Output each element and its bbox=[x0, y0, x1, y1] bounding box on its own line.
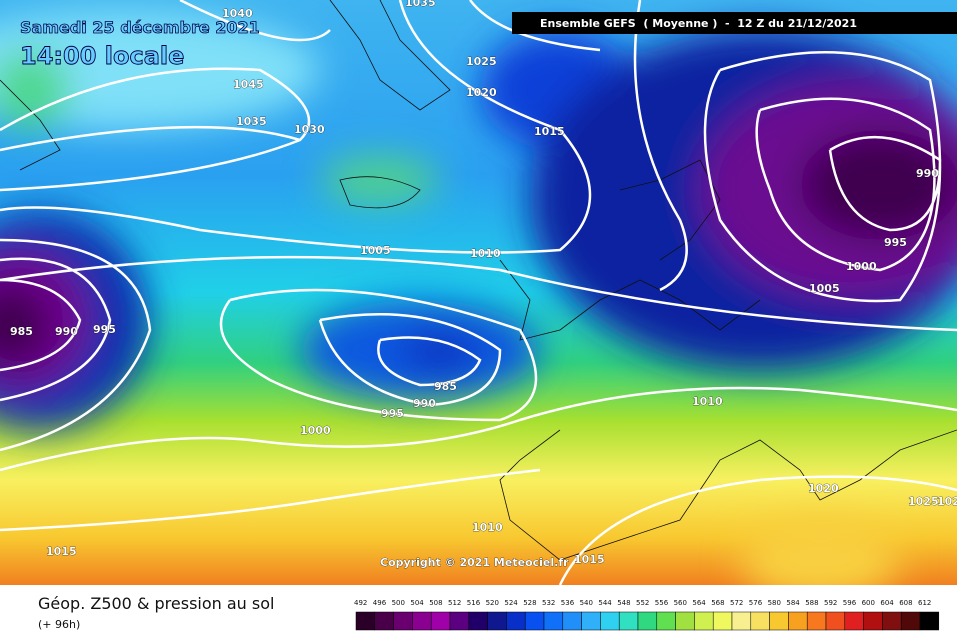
scale-label: 504 bbox=[410, 599, 424, 607]
scale-swatch bbox=[844, 611, 864, 631]
isobar-label: 1010 bbox=[472, 521, 503, 534]
scale-label: 500 bbox=[392, 599, 405, 607]
isobar-label: 995 bbox=[381, 407, 404, 420]
isobar-label: 990 bbox=[55, 325, 78, 338]
scale-label: 516 bbox=[467, 599, 481, 607]
isobar-label: 1025 bbox=[908, 495, 939, 508]
scale-label: 588 bbox=[805, 599, 818, 607]
scale-swatch bbox=[543, 611, 564, 631]
isobar-label: 1045 bbox=[233, 78, 264, 91]
scale-swatch bbox=[750, 611, 770, 631]
scale-swatch bbox=[449, 611, 470, 631]
scale-swatch bbox=[487, 611, 507, 631]
isobar-label: 990 bbox=[413, 397, 436, 410]
scale-swatch bbox=[769, 611, 789, 631]
scale-swatch bbox=[919, 611, 940, 631]
map: 1035 1040 1045 1035 1030 1025 1020 1015 990 995 10… bbox=[0, 0, 957, 585]
scale-label: 596 bbox=[843, 599, 857, 607]
scale-label: 512 bbox=[448, 599, 461, 607]
scale-swatch bbox=[882, 611, 902, 631]
scale-label: 600 bbox=[862, 599, 875, 607]
scale-label: 572 bbox=[730, 599, 743, 607]
scale-swatch bbox=[524, 611, 545, 631]
scale-label: 612 bbox=[918, 599, 931, 607]
isobar-label: 1015 bbox=[574, 553, 605, 566]
isobar-label: 985 bbox=[434, 380, 457, 393]
scale-label: 520 bbox=[486, 599, 499, 607]
isobar-label: 995 bbox=[93, 323, 116, 336]
scale-swatch bbox=[900, 611, 921, 631]
scale-label: 568 bbox=[711, 599, 724, 607]
scale-swatch bbox=[656, 611, 676, 631]
legend-subtitle: (+ 96h) bbox=[38, 618, 80, 631]
scale-label: 536 bbox=[561, 599, 575, 607]
isobar-label: 1035 bbox=[405, 0, 436, 9]
scale-label: 576 bbox=[749, 599, 763, 607]
scale-swatch bbox=[581, 611, 601, 631]
scale-label: 592 bbox=[824, 599, 837, 607]
copyright: Copyright © 2021 Meteociel.fr bbox=[380, 556, 569, 569]
scale-label: 532 bbox=[542, 599, 555, 607]
legend-title: Géop. Z500 & pression au sol bbox=[38, 594, 274, 613]
scale-swatch bbox=[694, 611, 714, 631]
isobar-label: 1025 bbox=[466, 55, 497, 68]
scale-label: 604 bbox=[880, 599, 894, 607]
scale-swatch bbox=[825, 611, 846, 631]
isobar-label: 1020 bbox=[466, 86, 497, 99]
scale-swatch bbox=[562, 611, 582, 631]
scale-swatch bbox=[430, 611, 451, 631]
run-banner bbox=[512, 12, 957, 34]
scale-label: 508 bbox=[429, 599, 442, 607]
scale-swatch bbox=[600, 611, 620, 631]
scale-label: 492 bbox=[354, 599, 367, 607]
scale-label: 552 bbox=[636, 599, 649, 607]
isobar-label: 990 bbox=[916, 167, 939, 180]
scale-label: 556 bbox=[655, 599, 669, 607]
scale-swatch bbox=[712, 611, 733, 631]
scale-swatch bbox=[806, 611, 827, 631]
scale-label: 608 bbox=[899, 599, 912, 607]
isobar-label: 1000 bbox=[300, 424, 331, 437]
scale-swatch bbox=[618, 611, 639, 631]
scale-swatch bbox=[393, 611, 413, 631]
isobar-label: 1010 bbox=[692, 395, 723, 408]
isobar-label: 1005 bbox=[360, 244, 391, 257]
scale-label: 496 bbox=[373, 599, 387, 607]
scale-swatch bbox=[355, 611, 376, 631]
scale-swatch bbox=[506, 611, 526, 631]
scale-label: 544 bbox=[598, 599, 612, 607]
scale-label: 580 bbox=[768, 599, 781, 607]
scale-label: 560 bbox=[674, 599, 687, 607]
isobar-label: 1005 bbox=[809, 282, 840, 295]
scale-label: 584 bbox=[786, 599, 800, 607]
isobar-label: 1015 bbox=[534, 125, 565, 138]
scale-swatch bbox=[374, 611, 394, 631]
scale-label: 528 bbox=[523, 599, 536, 607]
scale-label: 524 bbox=[504, 599, 518, 607]
run-info: Ensemble GEFS ( Moyenne ) - 12 Z du 21/1… bbox=[540, 17, 857, 30]
isobar-label: 1010 bbox=[470, 247, 501, 260]
scale-label: 540 bbox=[580, 599, 593, 607]
isobar-label: 1040 bbox=[222, 7, 253, 20]
isobar-label: 985 bbox=[10, 325, 33, 338]
scale-swatch bbox=[412, 611, 432, 631]
scale-label: 564 bbox=[692, 599, 706, 607]
isobar-label: 1025 bbox=[937, 495, 957, 508]
isobar-label: 1015 bbox=[46, 545, 77, 558]
forecast-date: Samedi 25 décembre 2021 bbox=[20, 18, 260, 37]
isobar-label: 995 bbox=[884, 236, 907, 249]
isobar-label: 1000 bbox=[846, 260, 877, 273]
scale-swatch bbox=[637, 611, 658, 631]
scale-swatch bbox=[863, 611, 883, 631]
scale-swatch bbox=[731, 611, 752, 631]
forecast-time: 14:00 locale bbox=[20, 42, 184, 70]
scale-label: 548 bbox=[617, 599, 630, 607]
isobar-label: 1035 bbox=[236, 115, 267, 128]
isobar-label: 1030 bbox=[294, 123, 325, 136]
isobar-label: 1020 bbox=[808, 482, 839, 495]
scale-swatch bbox=[788, 611, 808, 631]
scale-swatch bbox=[468, 611, 488, 631]
scale-swatch bbox=[675, 611, 695, 631]
